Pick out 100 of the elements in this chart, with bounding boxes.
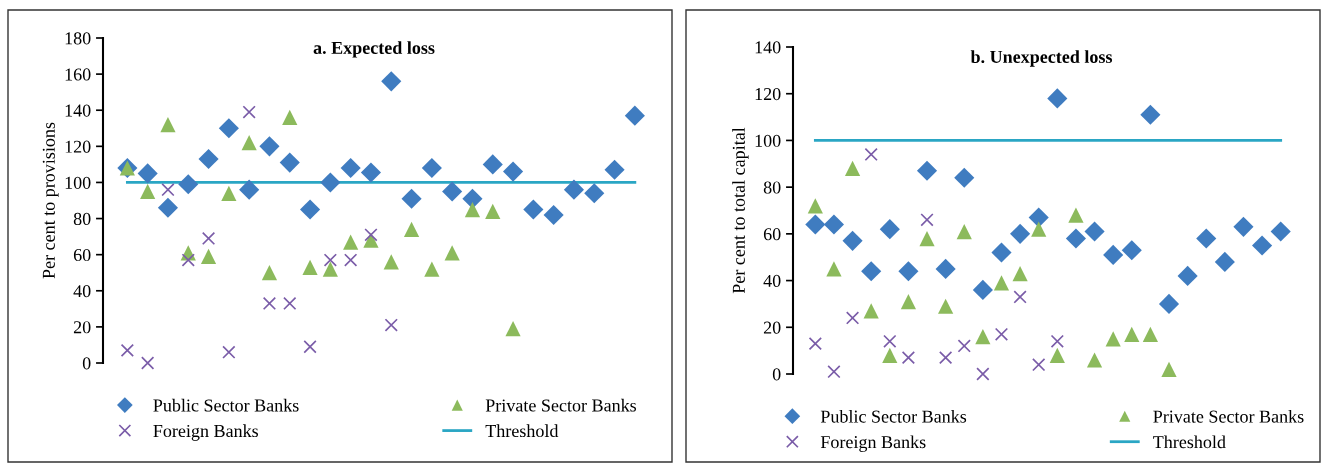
- point: [343, 234, 359, 250]
- point: [383, 254, 399, 270]
- point: [344, 253, 358, 267]
- point: [1177, 265, 1198, 286]
- point: [364, 228, 378, 242]
- point: [1084, 221, 1105, 242]
- y-tick-label: 120: [755, 87, 781, 101]
- point: [826, 261, 842, 277]
- point: [1086, 352, 1103, 368]
- legend-label: Threshold: [1153, 435, 1226, 449]
- point: [242, 105, 256, 119]
- chart-title: b. Unexpected loss: [970, 50, 1113, 67]
- point: [1252, 235, 1273, 256]
- point: [141, 356, 155, 370]
- point: [401, 188, 422, 209]
- point: [239, 179, 260, 200]
- point: [954, 167, 975, 188]
- point: [972, 279, 993, 300]
- point: [283, 296, 297, 311]
- point: [879, 219, 900, 240]
- point: [883, 334, 897, 348]
- point: [303, 340, 317, 354]
- point: [563, 179, 585, 200]
- legend-label: Public Sector Banks: [820, 409, 967, 423]
- point: [863, 303, 879, 319]
- point: [320, 172, 341, 193]
- y-tick-label: 140: [65, 104, 91, 117]
- y-axis-title: Per cent to provisions: [42, 122, 59, 279]
- y-tick-label: 140: [755, 41, 781, 54]
- point: [241, 135, 257, 151]
- point: [444, 245, 460, 261]
- point: [299, 199, 321, 220]
- point: [1124, 326, 1140, 342]
- legend-label: Foreign Banks: [820, 435, 926, 452]
- point: [464, 201, 481, 218]
- point: [442, 181, 463, 202]
- point: [994, 327, 1009, 341]
- point: [340, 157, 361, 179]
- legend-label: Private Sector Banks: [485, 398, 637, 412]
- point: [1049, 347, 1065, 363]
- point: [1047, 88, 1068, 109]
- point: [421, 157, 442, 179]
- point: [584, 183, 605, 204]
- point: [323, 253, 338, 267]
- y-axis-title: Per cent to total capital: [732, 127, 749, 294]
- point: [384, 318, 398, 332]
- point: [864, 147, 878, 162]
- point: [1068, 207, 1084, 223]
- point: [1270, 221, 1291, 242]
- point: [160, 117, 176, 133]
- y-tick-label: 80: [73, 212, 91, 225]
- point: [935, 258, 956, 279]
- point: [502, 161, 524, 182]
- y-tick-label: 0: [772, 368, 781, 381]
- point: [1121, 240, 1142, 261]
- point: [842, 230, 863, 251]
- point: [956, 223, 972, 240]
- point: [805, 214, 826, 235]
- point: [957, 339, 971, 353]
- point: [1012, 265, 1028, 282]
- point: [1142, 326, 1158, 342]
- y-tick-label: 60: [763, 228, 781, 241]
- point: [975, 329, 991, 345]
- point: [827, 365, 841, 379]
- legend-label: Threshold: [485, 424, 559, 438]
- point: [485, 203, 501, 219]
- y-tick-label: 60: [73, 248, 91, 262]
- legend-label: Private Sector Banks: [1153, 409, 1304, 423]
- point: [1161, 361, 1177, 377]
- point: [938, 298, 954, 314]
- point: [403, 221, 420, 237]
- point: [523, 199, 544, 220]
- y-tick-label: 120: [65, 140, 91, 153]
- chart-title: a. Expected loss: [313, 41, 435, 58]
- point: [137, 163, 158, 184]
- point: [898, 261, 919, 282]
- point: [1140, 104, 1161, 125]
- point: [381, 71, 402, 92]
- point: [900, 293, 917, 310]
- point: [901, 351, 916, 365]
- point: [1214, 251, 1235, 272]
- point: [920, 213, 934, 227]
- point: [938, 351, 953, 365]
- point: [1032, 358, 1046, 372]
- point: [140, 183, 156, 200]
- point: [882, 347, 898, 363]
- legend-label: Public Sector Banks: [153, 398, 299, 412]
- y-tick-label: 0: [82, 357, 91, 370]
- point: [157, 197, 179, 218]
- point: [1010, 223, 1031, 244]
- point: [1050, 334, 1064, 348]
- point: [916, 160, 938, 181]
- point: [120, 343, 135, 358]
- point: [993, 275, 1010, 291]
- y-tick-label: 100: [755, 134, 781, 147]
- point: [505, 321, 521, 337]
- point: [222, 345, 236, 359]
- point: [201, 231, 216, 246]
- legend-label: Foreign Banks: [153, 424, 259, 441]
- point: [604, 159, 625, 180]
